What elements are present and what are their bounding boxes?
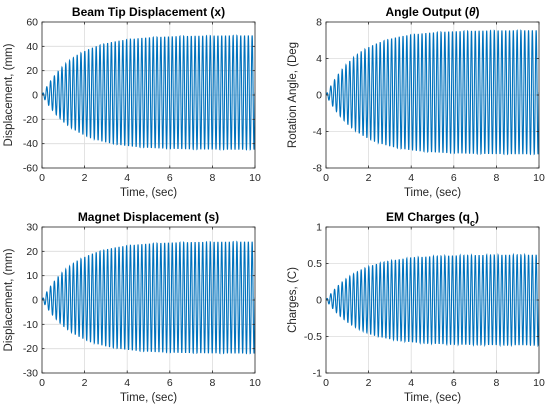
em-charges-y-tick-label: -0.5 — [304, 331, 322, 343]
angle-output-x-tick-label: 10 — [533, 172, 545, 184]
angle-output-title-part: ) — [476, 5, 480, 19]
magnet-displacement-series-line — [42, 240, 255, 355]
em-charges-y-axis-title: Charges, (C) — [287, 267, 299, 333]
angle-output-y-tick-label: 8 — [316, 17, 322, 29]
magnet-displacement-title-part: Magnet Displacement (s) — [78, 210, 219, 224]
em-charges-x-tick-label: 6 — [451, 377, 457, 389]
beam-tip-series-line — [42, 34, 255, 151]
magnet-displacement-y-tick-label: 30 — [26, 222, 38, 234]
em-charges-title: EM Charges (qc) — [386, 210, 479, 228]
beam-tip-title: Beam Tip Displacement (x) — [72, 5, 225, 19]
beam-tip-x-tick-label: 2 — [82, 172, 88, 184]
magnet-displacement-x-tick-label: 10 — [249, 377, 261, 389]
em-charges-title-part: ) — [475, 210, 479, 224]
angle-output-x-axis-title: Time, (sec) — [404, 187, 461, 199]
angle-output-y-tick-label: 0 — [316, 90, 322, 102]
em-charges-x-axis-title: Time, (sec) — [404, 392, 461, 404]
angle-output-x-tick-label: 8 — [493, 172, 499, 184]
angle-output-x-tick-label: 6 — [451, 172, 457, 184]
magnet-displacement-y-tick-label: -30 — [23, 368, 38, 380]
em-charges-title-part: EM Charges (q — [386, 210, 470, 224]
beam-tip-x-tick-label: 6 — [167, 172, 173, 184]
em-charges-series-line — [326, 252, 539, 348]
magnet-displacement-y-tick-label: 0 — [32, 295, 38, 307]
angle-output-y-tick-label: -4 — [313, 126, 322, 138]
angle-output-series-line — [326, 29, 539, 156]
magnet-displacement-x-tick-label: 8 — [209, 377, 215, 389]
beam-tip-x-tick-label: 4 — [124, 172, 130, 184]
beam-tip-x-tick-label: 8 — [209, 172, 215, 184]
angle-output-y-tick-label: -8 — [313, 163, 322, 175]
magnet-displacement-x-tick-label: 4 — [124, 377, 130, 389]
beam-tip-y-tick-label: 60 — [26, 17, 38, 29]
angle-output-title: Angle Output (θ) — [385, 5, 479, 19]
beam-tip-y-axis-title: Displacement, (mm) — [3, 43, 15, 146]
em-charges-y-tick-label: 1 — [316, 222, 322, 234]
magnet-displacement-x-tick-label: 2 — [82, 377, 88, 389]
em-charges-x-tick-label: 2 — [366, 377, 372, 389]
em-charges-y-tick-label: 0 — [316, 295, 322, 307]
beam-tip-y-tick-label: 20 — [26, 65, 38, 77]
magnet-displacement-title: Magnet Displacement (s) — [78, 210, 219, 224]
beam-tip-title-part: Beam Tip Displacement (x) — [72, 5, 225, 19]
magnet-displacement-x-tick-label: 6 — [167, 377, 173, 389]
angle-output-title-part: θ — [469, 5, 476, 19]
beam-tip-y-tick-label: -20 — [23, 114, 38, 126]
magnet-displacement-x-axis-title: Time, (sec) — [120, 392, 177, 404]
em-charges-x-tick-label: 0 — [323, 377, 329, 389]
magnet-displacement-x-tick-label: 0 — [39, 377, 45, 389]
magnet-displacement-panel: 0 2 4 6 8 10 -30 -20 -10 0 10 20 30 Time, (sec) Displa… — [3, 210, 261, 404]
magnet-displacement-y-axis-title: Displacement, (mm) — [3, 248, 15, 351]
beam-tip-x-axis-title: Time, (sec) — [120, 187, 177, 199]
angle-output-y-axis-title: Rotation Angle, (Deg — [287, 42, 299, 148]
magnet-displacement-y-tick-label: 20 — [26, 246, 38, 258]
em-charges-x-tick-label: 4 — [408, 377, 414, 389]
beam-tip-x-tick-label: 0 — [39, 172, 45, 184]
em-charges-title-part: c — [470, 218, 475, 228]
em-charges-x-tick-label: 10 — [533, 377, 545, 389]
magnet-displacement-y-tick-label: -20 — [23, 343, 38, 355]
angle-output-title-part: Angle Output ( — [385, 5, 468, 19]
em-charges-y-tick-label: -1 — [313, 368, 322, 380]
beam-tip-y-tick-label: -40 — [23, 138, 38, 150]
em-charges-x-tick-label: 8 — [493, 377, 499, 389]
beam-tip-x-tick-label: 10 — [249, 172, 261, 184]
angle-output-x-tick-label: 4 — [408, 172, 414, 184]
beam-tip-y-tick-label: 0 — [32, 90, 38, 102]
beam-tip-panel: 0 2 4 6 8 10 -60 -40 -20 0 20 40 60 Time, (sec) Displa… — [3, 5, 261, 199]
em-charges-y-tick-label: 0.5 — [307, 258, 322, 270]
angle-output-panel: 0 2 4 6 8 10 -8 -4 0 4 8 Time, (sec) Rotation Angle,… — [287, 5, 545, 199]
angle-output-x-tick-label: 2 — [366, 172, 372, 184]
angle-output-x-tick-label: 0 — [323, 172, 329, 184]
magnet-displacement-y-tick-label: -10 — [23, 319, 38, 331]
magnet-displacement-y-tick-label: 10 — [26, 270, 38, 282]
em-charges-panel: 0 2 4 6 8 10 -1 -0.5 0 0.5 1 Time, (sec) Charges, (C… — [287, 210, 545, 404]
angle-output-y-tick-label: 4 — [316, 53, 322, 65]
beam-tip-y-tick-label: -60 — [23, 163, 38, 175]
beam-tip-y-tick-label: 40 — [26, 41, 38, 53]
